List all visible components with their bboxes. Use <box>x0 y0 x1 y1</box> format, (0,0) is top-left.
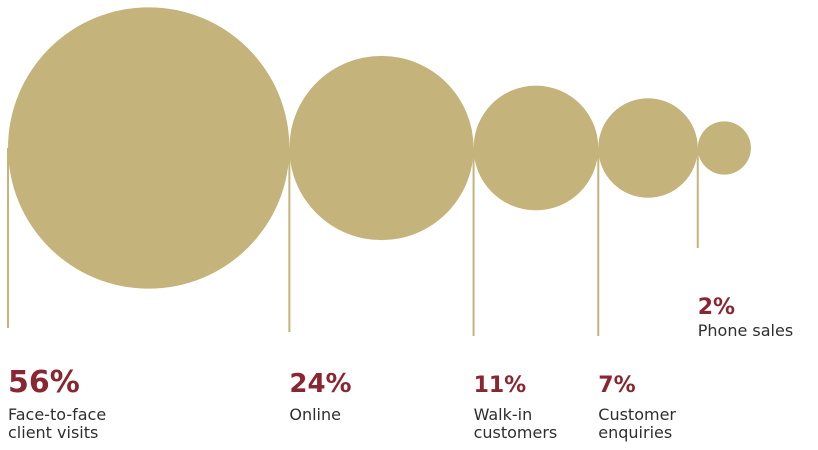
category-label-4-line-0: Phone sales <box>698 321 793 340</box>
bubble-1 <box>289 55 474 241</box>
value-label-3: 7% <box>598 373 635 398</box>
value-label-4: 2% <box>698 295 735 320</box>
bubble-3 <box>598 98 698 198</box>
category-label-3-line-0: Customer <box>598 405 676 424</box>
category-label-1-line-0: Online <box>289 405 341 424</box>
category-label-0-line-1: client visits <box>8 423 98 442</box>
bubble-2 <box>473 85 599 211</box>
category-label-0-line-0: Face-to-face <box>8 405 106 424</box>
value-label-2: 11% <box>474 373 527 398</box>
category-label-2-line-1: customers <box>474 423 558 442</box>
category-label-2-line-0: Walk-in <box>474 405 533 424</box>
bubble-4 <box>697 121 751 175</box>
value-label-1: 24% <box>289 369 351 399</box>
bubble-0 <box>8 7 290 289</box>
category-label-3-line-1: enquiries <box>598 423 672 442</box>
value-label-0: 56% <box>8 365 80 400</box>
